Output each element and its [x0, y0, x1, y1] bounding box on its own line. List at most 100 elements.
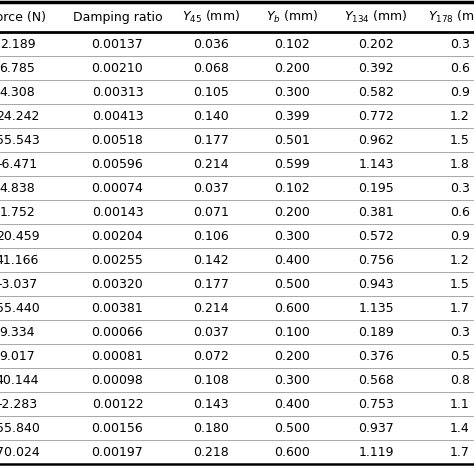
Text: 0.00518: 0.00518	[91, 134, 144, 146]
Text: 0.100: 0.100	[274, 326, 310, 338]
Text: 0.568: 0.568	[358, 374, 394, 386]
Text: 0.00143: 0.00143	[91, 206, 143, 219]
Text: 0.400: 0.400	[274, 398, 310, 410]
Text: 1.5: 1.5	[450, 134, 470, 146]
Text: 0.6: 0.6	[450, 206, 470, 219]
Text: 0.572: 0.572	[358, 229, 394, 243]
Text: 0.108: 0.108	[193, 374, 229, 386]
Text: 1.143: 1.143	[358, 157, 394, 171]
Text: 4.838: 4.838	[0, 182, 36, 194]
Text: 0.756: 0.756	[358, 254, 394, 266]
Text: 0.599: 0.599	[274, 157, 310, 171]
Text: 0.00066: 0.00066	[91, 326, 143, 338]
Text: Force (N): Force (N)	[0, 10, 46, 24]
Text: 0.392: 0.392	[358, 62, 394, 74]
Text: 0.3: 0.3	[450, 37, 470, 51]
Text: -2.283: -2.283	[0, 398, 37, 410]
Text: 0.376: 0.376	[358, 349, 394, 363]
Text: 41.166: 41.166	[0, 254, 39, 266]
Text: 0.036: 0.036	[193, 37, 229, 51]
Text: 0.200: 0.200	[274, 62, 310, 74]
Text: 0.5: 0.5	[450, 349, 470, 363]
Text: 0.00255: 0.00255	[91, 254, 144, 266]
Text: 0.9: 0.9	[450, 229, 470, 243]
Text: 0.143: 0.143	[193, 398, 229, 410]
Text: 1.752: 1.752	[0, 206, 36, 219]
Text: 0.202: 0.202	[358, 37, 394, 51]
Text: 70.024: 70.024	[0, 446, 39, 458]
Text: $Y_b$ (mm): $Y_b$ (mm)	[266, 9, 318, 25]
Text: 4.308: 4.308	[0, 85, 36, 99]
Text: 1.7: 1.7	[450, 301, 470, 315]
Text: 1.7: 1.7	[450, 446, 470, 458]
Text: 0.00204: 0.00204	[91, 229, 143, 243]
Text: 1.8: 1.8	[450, 157, 470, 171]
Text: 0.105: 0.105	[193, 85, 229, 99]
Text: 9.017: 9.017	[0, 349, 36, 363]
Text: 0.600: 0.600	[274, 301, 310, 315]
Text: 0.200: 0.200	[274, 206, 310, 219]
Text: 6.785: 6.785	[0, 62, 36, 74]
Text: 0.501: 0.501	[274, 134, 310, 146]
Text: 1.2: 1.2	[450, 109, 470, 122]
Text: 0.772: 0.772	[358, 109, 394, 122]
Text: 0.6: 0.6	[450, 62, 470, 74]
Text: 0.037: 0.037	[193, 182, 229, 194]
Text: 0.3: 0.3	[450, 326, 470, 338]
Text: 0.300: 0.300	[274, 374, 310, 386]
Text: 55.440: 55.440	[0, 301, 39, 315]
Text: 0.381: 0.381	[358, 206, 394, 219]
Text: 0.00156: 0.00156	[91, 421, 143, 435]
Text: 0.072: 0.072	[193, 349, 229, 363]
Text: -3.037: -3.037	[0, 277, 37, 291]
Text: 24.242: 24.242	[0, 109, 39, 122]
Text: 0.068: 0.068	[193, 62, 229, 74]
Text: 20.459: 20.459	[0, 229, 39, 243]
Text: 1.119: 1.119	[358, 446, 394, 458]
Text: 0.218: 0.218	[193, 446, 229, 458]
Text: 0.300: 0.300	[274, 85, 310, 99]
Text: 0.500: 0.500	[274, 277, 310, 291]
Text: 0.037: 0.037	[193, 326, 229, 338]
Text: $Y_{134}$ (mm): $Y_{134}$ (mm)	[344, 9, 408, 25]
Text: 0.00137: 0.00137	[91, 37, 143, 51]
Text: 55.840: 55.840	[0, 421, 39, 435]
Text: 0.582: 0.582	[358, 85, 394, 99]
Text: 0.071: 0.071	[193, 206, 229, 219]
Text: $Y_{45}$ (mm): $Y_{45}$ (mm)	[182, 9, 240, 25]
Text: 0.00381: 0.00381	[91, 301, 143, 315]
Text: 0.00210: 0.00210	[91, 62, 143, 74]
Text: 0.00081: 0.00081	[91, 349, 144, 363]
Text: 40.144: 40.144	[0, 374, 39, 386]
Text: 0.177: 0.177	[193, 134, 229, 146]
Text: 0.142: 0.142	[193, 254, 229, 266]
Text: 0.195: 0.195	[358, 182, 394, 194]
Text: 0.200: 0.200	[274, 349, 310, 363]
Text: 0.8: 0.8	[450, 374, 470, 386]
Text: 1.1: 1.1	[450, 398, 470, 410]
Text: 0.180: 0.180	[193, 421, 229, 435]
Text: 0.00313: 0.00313	[91, 85, 143, 99]
Text: 0.214: 0.214	[193, 301, 229, 315]
Text: 9.334: 9.334	[0, 326, 35, 338]
Text: 55.543: 55.543	[0, 134, 39, 146]
Text: 0.943: 0.943	[358, 277, 394, 291]
Text: 0.399: 0.399	[274, 109, 310, 122]
Text: 1.4: 1.4	[450, 421, 470, 435]
Text: 0.00197: 0.00197	[91, 446, 143, 458]
Text: 0.189: 0.189	[358, 326, 394, 338]
Text: 1.135: 1.135	[358, 301, 394, 315]
Text: 1.5: 1.5	[450, 277, 470, 291]
Text: 0.00413: 0.00413	[91, 109, 143, 122]
Text: 0.9: 0.9	[450, 85, 470, 99]
Text: 0.3: 0.3	[450, 182, 470, 194]
Text: 0.937: 0.937	[358, 421, 394, 435]
Text: 0.00320: 0.00320	[91, 277, 143, 291]
Text: 0.177: 0.177	[193, 277, 229, 291]
Text: 0.400: 0.400	[274, 254, 310, 266]
Text: Damping ratio: Damping ratio	[73, 10, 162, 24]
Text: $Y_{178}$ (mm): $Y_{178}$ (mm)	[428, 9, 474, 25]
Text: 0.00596: 0.00596	[91, 157, 143, 171]
Text: -6.471: -6.471	[0, 157, 37, 171]
Text: 0.140: 0.140	[193, 109, 229, 122]
